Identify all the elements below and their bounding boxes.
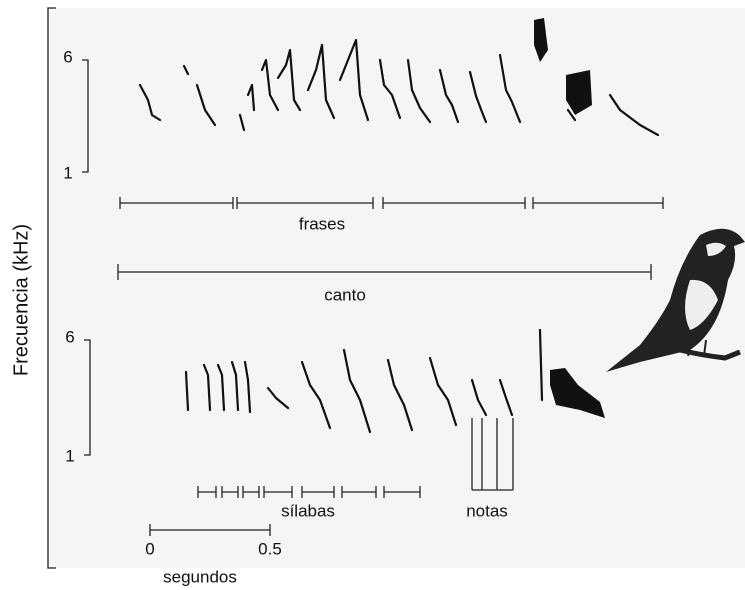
label-notes: notas [466,501,508,520]
note-lines [471,418,514,491]
scale-start: 0 [145,539,154,558]
label-song: canto [324,285,366,304]
label-phrases: frases [299,214,345,233]
scale-unit: segundos [163,567,237,586]
scan-area [48,8,745,568]
scale-end: 0.5 [258,539,282,558]
tick-label: 6 [63,47,72,66]
scale-bar [149,524,271,536]
y-axis-label: Frecuencia (kHz) [10,224,32,376]
top-spectrogram [138,18,660,137]
tick-label: 1 [65,446,74,465]
label-syllables: sílabas [281,501,335,520]
syllable-brackets [197,486,421,498]
phrase-brackets [119,197,664,209]
song-bracket [117,264,652,280]
top-axis [82,59,89,173]
bottom-axis [84,339,91,456]
frame-bracket [47,7,56,569]
tick-label: 1 [63,163,72,182]
bird-illustration [606,228,745,372]
bottom-spectrogram [184,328,605,434]
tick-label: 6 [65,327,74,346]
